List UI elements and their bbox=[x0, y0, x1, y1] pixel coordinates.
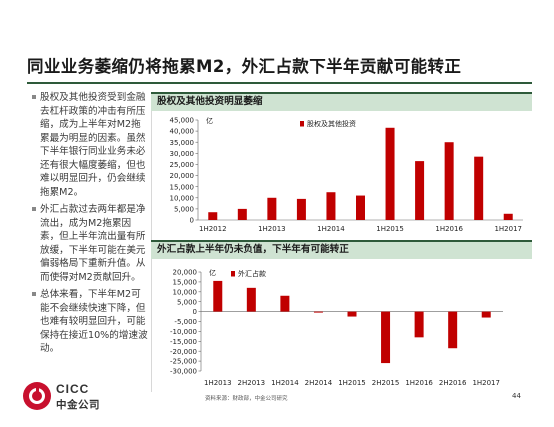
y-tick-label: 10,000 bbox=[170, 194, 195, 202]
x-tick-label: 2H2016 bbox=[439, 379, 467, 387]
panel-header-equity: 股权及其他投资明显萎缩 bbox=[151, 92, 532, 111]
y-tick-label: 20,000 bbox=[173, 269, 198, 277]
x-tick-label: 1H2013 bbox=[204, 379, 232, 387]
x-tick-label: 1H2017 bbox=[472, 379, 500, 387]
y-tick-label: 20,000 bbox=[170, 172, 195, 180]
legend-label: 外汇占款 bbox=[238, 269, 266, 278]
bar bbox=[208, 212, 218, 220]
footer-source: 资料来源：财政部，中金公司研究 bbox=[205, 396, 288, 402]
logo-circle-icon bbox=[23, 382, 51, 410]
x-tick-label: 1H2012 bbox=[199, 225, 227, 233]
bar bbox=[381, 311, 391, 364]
y-tick-label: 5,000 bbox=[174, 205, 194, 213]
bullet-item: 股权及其他投资受到金融去杠杆政策的冲击有所压缩，成为上半年对M2拖累最为明显的因… bbox=[32, 91, 148, 199]
y-tick-label: 5,000 bbox=[177, 298, 197, 306]
title-rule bbox=[27, 82, 532, 84]
bar bbox=[503, 213, 513, 220]
bar bbox=[326, 192, 336, 220]
y-tick-label: 15,000 bbox=[173, 279, 198, 287]
x-tick-label: 1H2016 bbox=[405, 379, 433, 387]
bar bbox=[313, 311, 323, 313]
bar bbox=[481, 311, 491, 318]
logo-gap-icon bbox=[36, 385, 39, 395]
x-tick-label: 1H2016 bbox=[435, 225, 463, 233]
y-tick-label: 40,000 bbox=[170, 128, 195, 136]
bullet-text: 总体来看，下半年M2可能不会继续快速下降，但也难有较明显回升，可能保持在接近10… bbox=[40, 289, 148, 354]
bullet-square-icon bbox=[32, 95, 36, 99]
y-tick-label: 35,000 bbox=[170, 139, 195, 147]
y-tick-label: 45,000 bbox=[170, 117, 195, 125]
bar bbox=[296, 198, 306, 220]
y-tick-label: 25,000 bbox=[170, 161, 195, 169]
bar bbox=[347, 311, 357, 317]
bar bbox=[280, 295, 290, 312]
bar bbox=[267, 197, 277, 220]
y-tick-label: -30,000 bbox=[170, 368, 197, 376]
x-tick-label: 1H2017 bbox=[494, 225, 522, 233]
x-tick-label: 1H2015 bbox=[376, 225, 404, 233]
panel-header-fx: 外汇占款上半年仍未负值，下半年有可能转正 bbox=[151, 240, 532, 259]
x-tick-label: 1H2014 bbox=[317, 225, 345, 233]
y-tick-label: -25,000 bbox=[170, 358, 197, 366]
legend-swatch bbox=[300, 121, 304, 127]
bullet-text: 股权及其他投资受到金融去杠杆政策的冲击有所压缩，成为上半年对M2拖累最为明显的因… bbox=[40, 92, 146, 198]
bullet-square-icon bbox=[32, 207, 36, 211]
legend-label: 股权及其他投资 bbox=[307, 119, 356, 128]
x-tick-label: 2H2013 bbox=[238, 379, 266, 387]
x-tick-label: 2H2014 bbox=[305, 379, 333, 387]
bullet-text: 外汇占款过去两年都是净流出，成为M2拖累因素，但上半年流出量有所放缓，下半年可能… bbox=[40, 204, 146, 283]
bar bbox=[237, 208, 247, 220]
y-tick-label: 0 bbox=[193, 308, 197, 316]
y-tick-label: 10,000 bbox=[173, 288, 198, 296]
bullet-item: 总体来看，下半年M2可能不会继续快速下降，但也难有较明显回升，可能保持在接近10… bbox=[32, 288, 148, 356]
bullet-square-icon bbox=[32, 292, 36, 296]
y-tick-label: 30,000 bbox=[170, 150, 195, 158]
fx-reserve-chart: -30,000 -25,000 -20,000 -15,000 -10,000 -5,00… bbox=[170, 268, 503, 387]
x-tick-label: 1H2013 bbox=[258, 225, 286, 233]
logo-text-cn: 中金公司 bbox=[56, 399, 100, 411]
equity-investment-chart: 0 5,000 10,000 15,000 20,000 25,000 30,000 35,0… bbox=[170, 116, 523, 233]
cicc-logo: CICC 中金公司 bbox=[23, 381, 113, 415]
y-unit-label: 亿 bbox=[209, 268, 216, 277]
bar bbox=[246, 287, 256, 312]
bar bbox=[444, 142, 454, 220]
bar bbox=[415, 161, 425, 220]
bullet-list: 股权及其他投资受到金融去杠杆政策的冲击有所压缩，成为上半年对M2拖累最为明显的因… bbox=[32, 91, 148, 360]
y-unit-label: 亿 bbox=[206, 116, 213, 125]
y-tick-label: 0 bbox=[190, 217, 194, 225]
y-tick-label: -15,000 bbox=[170, 338, 197, 346]
logo-text-en: CICC bbox=[56, 382, 90, 396]
y-tick-label: -5,000 bbox=[174, 318, 197, 326]
bullet-item: 外汇占款过去两年都是净流出，成为M2拖累因素，但上半年流出量有所放缓，下半年可能… bbox=[32, 203, 148, 284]
page-number: 44 bbox=[512, 392, 521, 400]
x-tick-label: 2H2015 bbox=[372, 379, 400, 387]
bar bbox=[356, 195, 365, 220]
bar bbox=[385, 127, 395, 220]
y-tick-label: 15,000 bbox=[170, 183, 195, 191]
bar bbox=[474, 156, 484, 220]
y-tick-label: -20,000 bbox=[170, 348, 197, 356]
slide-title: 同业业务萎缩仍将拖累M2，外汇占款下半年贡献可能转正 bbox=[27, 57, 462, 76]
x-tick-label: 1H2015 bbox=[338, 379, 366, 387]
x-tick-label: 1H2014 bbox=[271, 379, 299, 387]
bar bbox=[213, 280, 223, 312]
legend-swatch bbox=[231, 271, 235, 277]
bar bbox=[448, 311, 458, 349]
y-tick-label: -10,000 bbox=[170, 328, 197, 336]
bar bbox=[414, 311, 424, 338]
